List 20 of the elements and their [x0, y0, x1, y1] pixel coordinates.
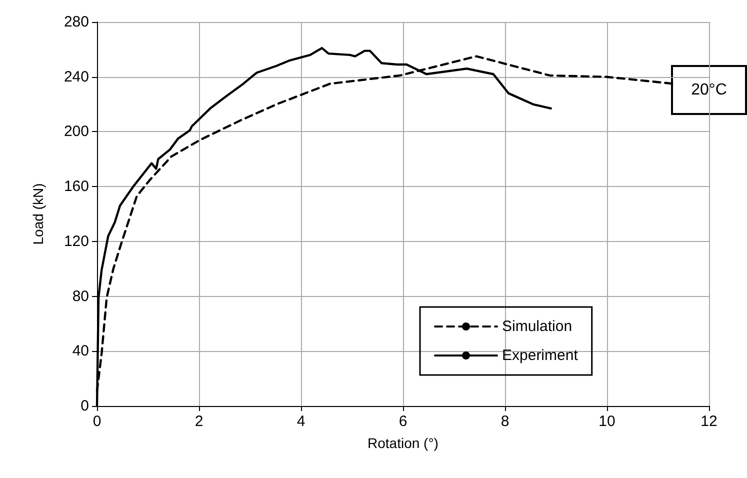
y-tick-label: 40 [72, 342, 89, 360]
x-tick-label: 2 [194, 413, 204, 430]
legend-label: Simulation [502, 318, 572, 335]
y-tick-label: 120 [64, 232, 89, 250]
x-tick-label: 10 [598, 413, 616, 430]
x-tick-label: 8 [500, 413, 510, 430]
y-tick-label: 240 [64, 68, 89, 86]
legend-label: Experiment [502, 347, 579, 364]
y-tick-label: 280 [64, 14, 89, 30]
y-axis-title: Load (kN) [30, 183, 46, 245]
x-tick-label: 12 [700, 413, 718, 430]
x-tick-label: 4 [296, 413, 306, 430]
y-tick-label: 0 [80, 398, 89, 414]
y-tick-label: 160 [64, 178, 89, 196]
y-tick-label: 80 [72, 288, 89, 305]
annotation: 20°C [691, 82, 727, 98]
x-axis-title: Rotation (°) [368, 435, 438, 451]
y-tick-label: 200 [64, 123, 89, 140]
x-tick-label: 0 [92, 413, 102, 430]
x-tick-label: 6 [398, 413, 408, 430]
